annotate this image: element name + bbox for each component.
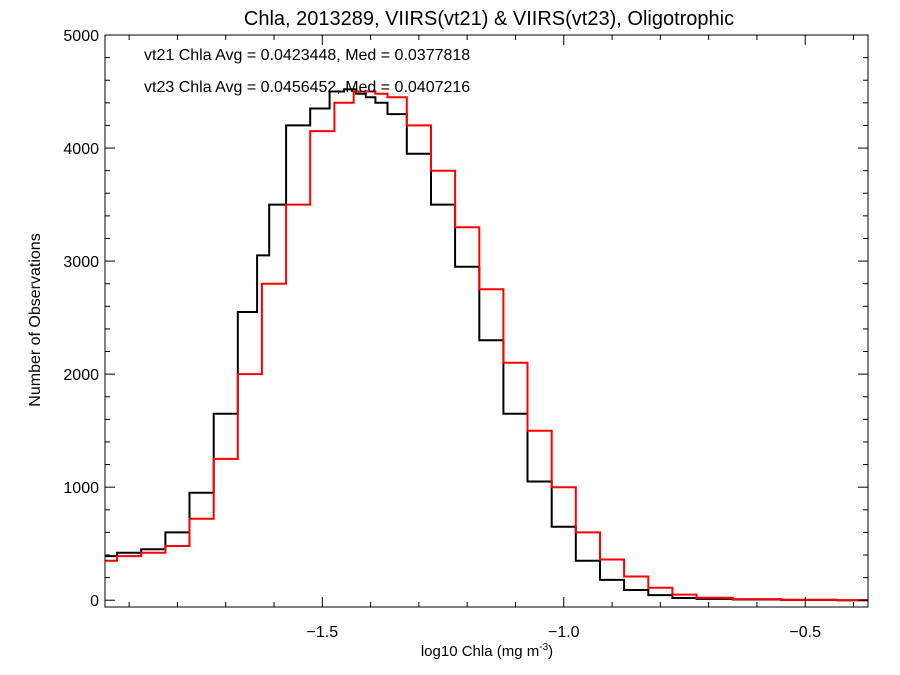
x-axis-label-main: log10 Chla (mg m — [421, 643, 539, 660]
legend-entry-vt21: vt21 Chla Avg = 0.0423448, Med = 0.03778… — [144, 47, 470, 64]
y-tick-label: 5000 — [63, 28, 99, 45]
x-axis-label-suffix: ) — [548, 643, 553, 660]
y-tick-label: 1000 — [63, 480, 99, 497]
x-tick-label: −0.5 — [789, 624, 821, 641]
x-tick-label: −1.5 — [307, 624, 339, 641]
legend-entry-vt23: vt23 Chla Avg = 0.0456452, Med = 0.04072… — [144, 79, 470, 96]
series-layer — [105, 88, 868, 602]
plot-frame — [104, 34, 869, 608]
series-line-vt23 — [105, 90, 868, 602]
y-axis-label: Number of Observations — [27, 233, 44, 406]
ticks-layer: −1.5 −1.0 −0.5 0 1000 2000 3000 4000 5000 — [63, 28, 868, 641]
x-axis-label-superscript: -3 — [539, 642, 548, 653]
chart-title: Chla, 2013289, VIIRS(vt21) & VIIRS(vt23)… — [244, 8, 734, 30]
y-tick-label: 2000 — [63, 367, 99, 384]
x-tick-label: −1.0 — [548, 624, 580, 641]
x-axis-label: log10 Chla (mg m-3) — [421, 642, 553, 660]
y-tick-label: 4000 — [63, 141, 99, 158]
series-line-vt21 — [105, 88, 868, 602]
y-tick-label: 0 — [90, 593, 99, 610]
y-tick-label: 3000 — [63, 254, 99, 271]
